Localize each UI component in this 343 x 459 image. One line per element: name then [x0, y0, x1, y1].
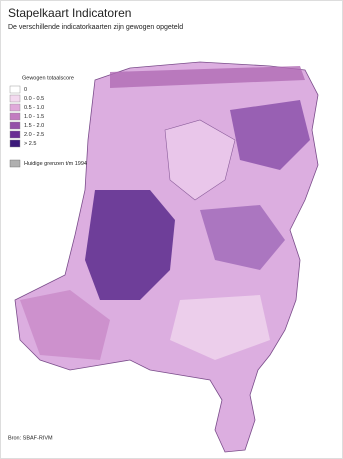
legend-title: Gewogen totaalscore	[22, 75, 74, 81]
legend-swatch	[10, 86, 20, 93]
boundary-swatch	[10, 160, 20, 167]
legend-label: > 2.5	[24, 141, 36, 147]
legend-swatch	[10, 104, 20, 111]
title: Stapelkaart Indicatoren	[8, 6, 131, 20]
boundary-label: Huidige grenzen t/m 1994	[24, 161, 87, 167]
legend-label: 0.5 - 1.0	[24, 105, 44, 111]
legend-label: 1.0 - 1.5	[24, 114, 44, 120]
legend-swatch	[10, 131, 20, 138]
legend-swatch	[10, 122, 20, 129]
legend-swatch	[10, 140, 20, 147]
source: Bron: SBAF-RIVM	[8, 435, 53, 441]
map-page: Stapelkaart Indicatoren De verschillende…	[0, 0, 343, 459]
legend-label: 1.5 - 2.0	[24, 123, 44, 129]
legend-label: 0.0 - 0.5	[24, 96, 44, 102]
subtitle: De verschillende indicatorkaarten zijn g…	[8, 24, 183, 31]
legend-label: 0	[24, 87, 27, 93]
legend-label: 2.0 - 2.5	[24, 132, 44, 138]
legend-swatch	[10, 95, 20, 102]
legend-swatch	[10, 113, 20, 120]
